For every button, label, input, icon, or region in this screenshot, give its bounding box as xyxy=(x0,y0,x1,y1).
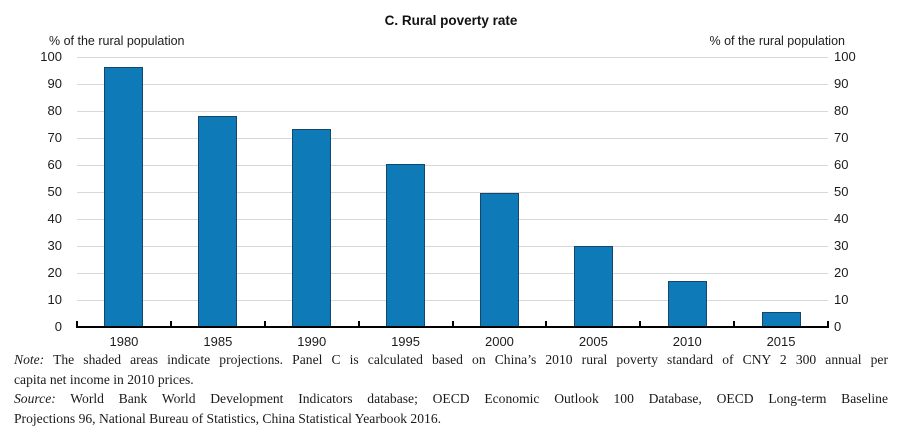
x-axis-tick-8 xyxy=(827,320,829,326)
x-axis-tick-0 xyxy=(76,320,78,326)
y-axis-label-right-40: 40 xyxy=(834,211,849,226)
y-axis-label-right-60: 60 xyxy=(834,157,849,172)
note-line-2: capita net income in 2010 prices. xyxy=(14,371,194,387)
y-axis-label-left-40: 40 xyxy=(47,211,62,226)
chart-title: C. Rural poverty rate xyxy=(384,13,518,28)
x-axis-tick-1 xyxy=(169,320,172,326)
x-axis-tick-4 xyxy=(451,320,454,326)
y-axis-label-left-20: 20 xyxy=(47,265,62,280)
y-axis-label-right-20: 20 xyxy=(834,265,849,280)
gridline-100 xyxy=(77,56,828,58)
note-label: Note: xyxy=(14,352,45,367)
gridline-60 xyxy=(77,164,828,166)
footnotes: Note: The shaded areas indicate projecti… xyxy=(14,350,888,428)
y-axis-label-right-100: 100 xyxy=(834,49,856,64)
left-axis-unit-label: % of the rural population xyxy=(49,34,185,48)
x-axis-label-2010: 2010 xyxy=(672,334,702,349)
y-axis-label-left-0: 0 xyxy=(54,319,62,334)
bar-2005 xyxy=(573,245,613,327)
x-axis-label-1980: 1980 xyxy=(109,334,139,349)
y-axis-label-right-50: 50 xyxy=(834,184,849,199)
x-axis-label-2005: 2005 xyxy=(578,334,608,349)
bar-1995 xyxy=(386,163,426,327)
y-axis-label-right-0: 0 xyxy=(834,319,842,334)
gridline-50 xyxy=(77,191,828,193)
gridline-90 xyxy=(77,83,828,85)
x-axis-label-2015: 2015 xyxy=(766,334,796,349)
x-axis-label-2000: 2000 xyxy=(484,334,514,349)
y-axis-label-left-10: 10 xyxy=(47,292,62,307)
x-axis-tick-2 xyxy=(263,320,266,326)
right-axis-unit-label: % of the rural population xyxy=(709,34,845,48)
source-text: World Bank World Development Indicators … xyxy=(70,391,888,406)
gridline-70 xyxy=(77,137,828,139)
gridline-20 xyxy=(77,272,828,274)
source-line-1: Source: World Bank World Development Ind… xyxy=(14,389,888,409)
gridline-10 xyxy=(77,299,828,301)
x-axis-tick-6 xyxy=(639,320,642,326)
note-text: The shaded areas indicate projections. P… xyxy=(53,352,888,367)
y-axis-label-right-90: 90 xyxy=(834,76,849,91)
y-axis-label-right-70: 70 xyxy=(834,130,849,145)
note-line-1: Note: The shaded areas indicate projecti… xyxy=(14,350,888,370)
y-axis-label-left-50: 50 xyxy=(47,184,62,199)
bar-2000 xyxy=(479,192,519,327)
y-axis-label-left-60: 60 xyxy=(47,157,62,172)
y-axis-label-left-80: 80 xyxy=(47,103,62,118)
y-axis-label-left-100: 100 xyxy=(40,49,62,64)
x-axis-tick-5 xyxy=(545,320,548,326)
bar-1990 xyxy=(292,128,332,327)
gridline-80 xyxy=(77,110,828,112)
y-axis-label-left-30: 30 xyxy=(47,238,62,253)
x-axis-label-1990: 1990 xyxy=(297,334,327,349)
bar-2010 xyxy=(667,280,707,327)
x-axis-tick-7 xyxy=(733,320,736,326)
x-axis-line xyxy=(76,325,829,328)
y-axis-label-right-10: 10 xyxy=(834,292,849,307)
y-axis-label-right-80: 80 xyxy=(834,103,849,118)
source-label: Source: xyxy=(14,391,56,406)
x-axis-label-1995: 1995 xyxy=(391,334,420,349)
gridline-30 xyxy=(77,245,828,247)
bar-1985 xyxy=(198,115,238,327)
y-axis-label-left-90: 90 xyxy=(47,76,62,91)
y-axis-label-right-30: 30 xyxy=(834,238,849,253)
x-axis-tick-3 xyxy=(357,320,360,326)
bar-1980 xyxy=(104,67,144,327)
x-axis-label-1985: 1985 xyxy=(203,334,233,349)
y-axis-label-left-70: 70 xyxy=(47,130,62,145)
gridline-40 xyxy=(77,218,828,220)
source-line-2: Projections 96, National Bureau of Stati… xyxy=(14,410,442,426)
